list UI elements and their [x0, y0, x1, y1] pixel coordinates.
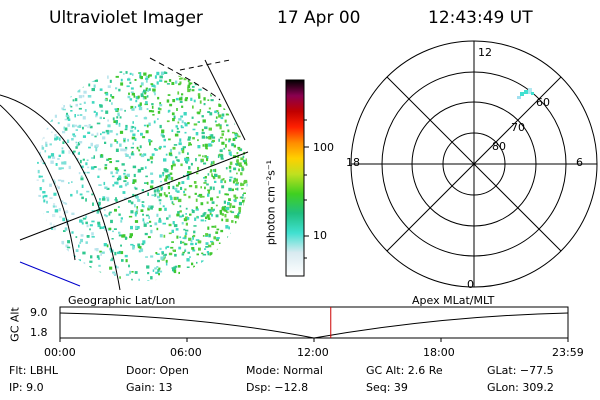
mlt-label-0: 0 [467, 278, 474, 291]
info-flt: Flt: LBHL [9, 364, 58, 377]
timeline-left-title: Geographic Lat/Lon [68, 294, 176, 307]
info-dsp: Dsp: −12.8 [246, 381, 309, 394]
lat-label-60: 60 [536, 96, 550, 109]
geographic-grid-lines [0, 57, 249, 291]
colorbar-tick-100: 100 [313, 141, 334, 154]
blue-trace-line [19, 261, 81, 287]
info-glat: GLat: −77.5 [487, 364, 554, 377]
info-seq: Seq: 39 [366, 381, 408, 394]
lat-label-70: 70 [511, 121, 525, 134]
timeline-x-tick-4: 23:59 [552, 346, 584, 359]
polar-auroral-patch [517, 88, 534, 99]
timeline-x-tick-1: 06:00 [170, 346, 202, 359]
mlt-label-18: 18 [346, 156, 360, 169]
date-label: 17 Apr 00 [277, 8, 361, 28]
info-gc-alt: GC Alt: 2.6 Re [366, 364, 443, 377]
info-door: Door: Open [126, 364, 189, 377]
time-label: 12:43:49 UT [428, 8, 533, 28]
info-mode: Mode: Normal [246, 364, 323, 377]
info-ip: IP: 9.0 [9, 381, 44, 394]
info-gain: Gain: 13 [126, 381, 173, 394]
info-glon: GLon: 309.2 [487, 381, 554, 394]
altitude-curve [59, 312, 569, 339]
instrument-title: Ultraviolet Imager [49, 8, 203, 28]
lat-label-80: 80 [492, 140, 506, 153]
mlt-label-6: 6 [576, 156, 583, 169]
timeline-x-tick-0: 00:00 [44, 346, 76, 359]
timeline-y-tick-top: 9.0 [30, 306, 48, 319]
timeline-y-tick-bottom: 1.8 [30, 326, 48, 339]
timeline-right-title: Apex MLat/MLT [412, 294, 495, 307]
timeline-x-tick-3: 18:00 [423, 346, 455, 359]
mlt-label-12: 12 [478, 46, 492, 59]
colorbar-tick-10: 10 [313, 229, 327, 242]
timeline-x-tick-2: 12:00 [297, 346, 329, 359]
